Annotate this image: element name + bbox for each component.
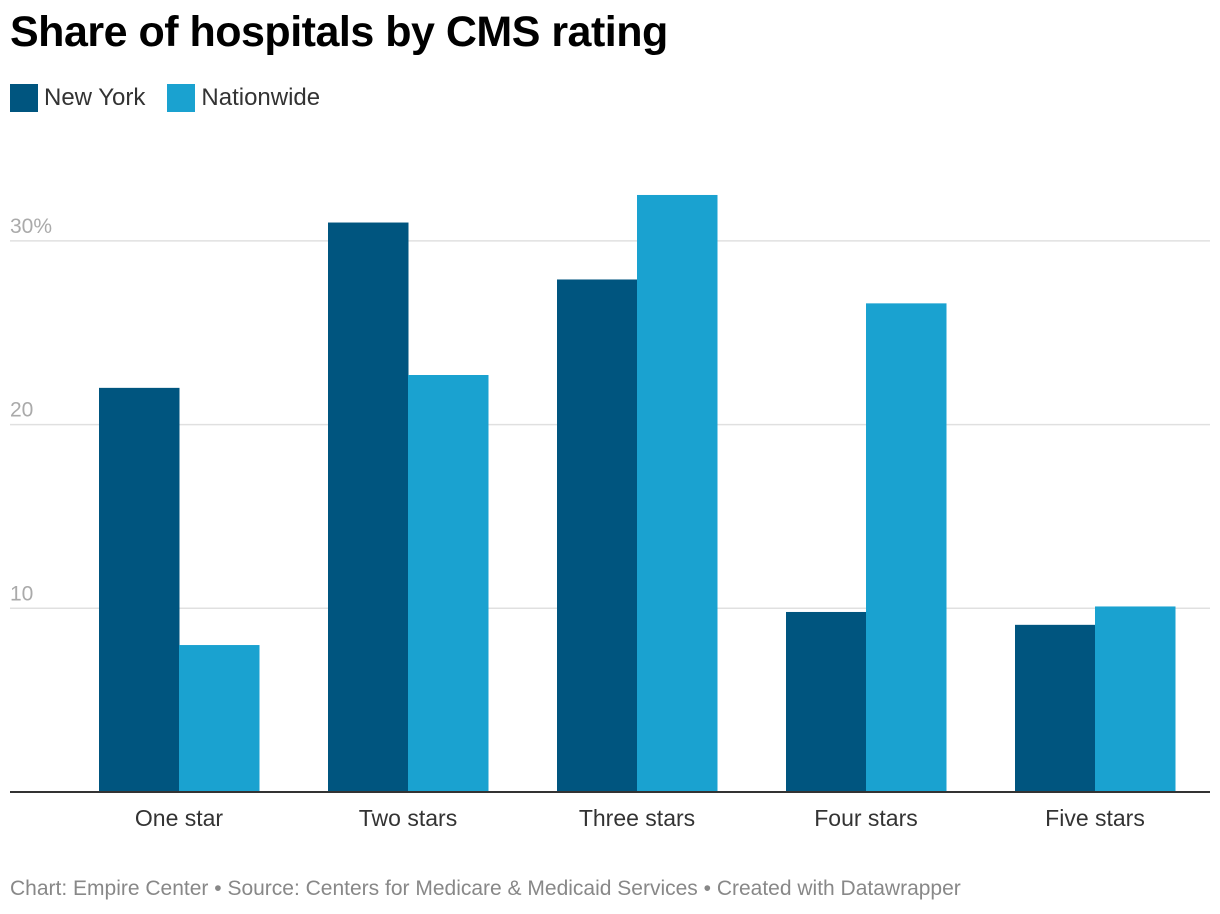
chart-title: Share of hospitals by CMS rating <box>10 8 668 56</box>
bar-nationwide <box>408 375 489 792</box>
legend-swatch-new-york <box>10 84 38 112</box>
footer-separator: • <box>208 877 228 900</box>
footer-source: Source: Centers for Medicare & Medicaid … <box>227 877 698 900</box>
x-tick-label: Five stars <box>1045 805 1145 831</box>
legend-item-nationwide: Nationwide <box>167 84 320 112</box>
x-tick-label: Two stars <box>359 805 457 831</box>
bar-nationwide <box>1095 606 1176 792</box>
legend: New York Nationwide <box>10 82 342 114</box>
y-tick-label: 10 <box>10 582 33 605</box>
bar-nationwide <box>179 645 260 792</box>
bar-nationwide <box>866 303 947 792</box>
legend-swatch-nationwide <box>167 84 196 112</box>
y-tick-label: 20 <box>10 399 33 422</box>
legend-label-new-york: New York <box>44 84 146 111</box>
x-tick-label: Four stars <box>814 805 918 831</box>
x-tick-label: One star <box>135 805 224 831</box>
bar-new-york <box>786 611 867 792</box>
bar-new-york <box>1015 624 1096 792</box>
bar-nationwide <box>637 194 718 793</box>
chart-footer: Chart: Empire Center • Source: Centers f… <box>10 877 961 901</box>
legend-label-nationwide: Nationwide <box>201 84 321 111</box>
footer-created-with: Created with Datawrapper <box>716 877 961 900</box>
x-tick-label: Three stars <box>579 805 695 831</box>
footer-separator: • <box>697 877 717 900</box>
legend-item-new-york: New York <box>10 84 145 112</box>
footer-chart-credit: Chart: Empire Center <box>10 877 209 900</box>
bar-new-york <box>99 387 180 792</box>
bar-new-york <box>328 222 409 792</box>
y-tick-label: 30% <box>10 215 52 238</box>
bar-new-york <box>557 279 638 792</box>
